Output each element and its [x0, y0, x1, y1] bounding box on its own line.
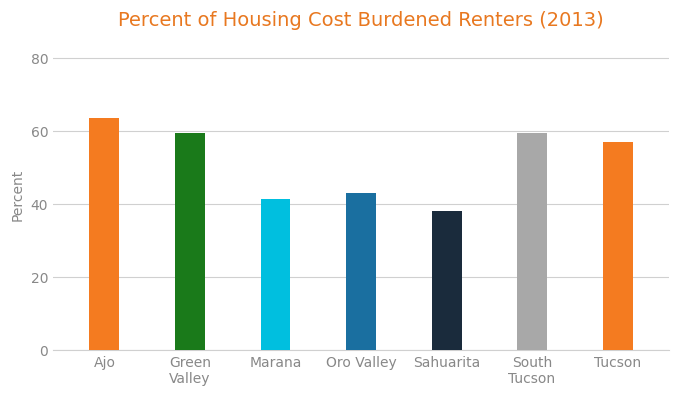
Bar	[346, 193, 376, 350]
Y-axis label: Percent: Percent	[11, 169, 25, 221]
Title: Percent of Housing Cost Burdened Renters (2013): Percent of Housing Cost Burdened Renters…	[118, 11, 604, 30]
Bar	[602, 142, 632, 350]
Bar	[175, 133, 205, 350]
Bar	[90, 118, 120, 350]
Bar	[432, 212, 462, 350]
Bar	[260, 199, 290, 350]
Bar	[517, 133, 547, 350]
